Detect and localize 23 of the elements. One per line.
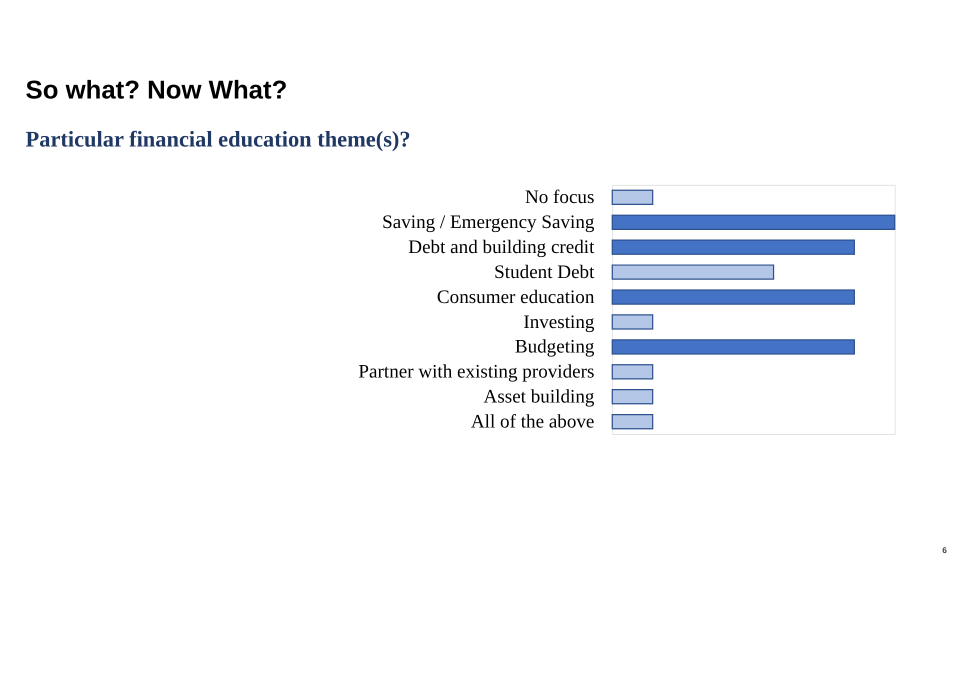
y-tick-label: Debt and building credit xyxy=(408,237,596,258)
y-tick-label: Consumer education xyxy=(436,286,595,308)
text: So what? Now What? xyxy=(26,76,288,104)
bar xyxy=(612,214,896,230)
y-tick-label: Investing xyxy=(523,312,595,333)
y-tick-label: All of the above xyxy=(470,411,594,432)
bar xyxy=(612,389,654,404)
y-tick-label: Saving / Emergency Saving xyxy=(382,212,595,234)
y-tick-label: Budgeting xyxy=(514,336,595,358)
y-tick-label: No focus xyxy=(524,187,594,208)
bar xyxy=(612,240,855,255)
bar xyxy=(612,339,855,355)
bar xyxy=(612,414,654,430)
bar xyxy=(612,314,654,330)
bar xyxy=(612,364,654,380)
text: 6 xyxy=(942,544,948,555)
y-tick-label: Asset building xyxy=(484,386,595,408)
bar xyxy=(612,264,774,280)
bar xyxy=(612,289,855,305)
text: Particular financial education theme(s)? xyxy=(26,126,411,152)
bar xyxy=(612,190,654,206)
y-tick-label: Partner with existing providers xyxy=(358,362,594,383)
y-tick-label: Student Debt xyxy=(494,262,596,283)
